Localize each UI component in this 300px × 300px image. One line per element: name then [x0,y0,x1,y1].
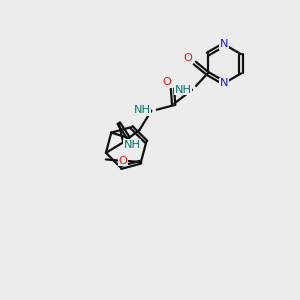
Text: O: O [119,156,128,166]
Text: N: N [220,40,229,50]
Text: NH: NH [124,140,141,149]
Text: O: O [184,53,193,63]
Text: NH: NH [174,85,191,95]
Text: NH: NH [134,105,151,115]
Text: O: O [162,77,171,87]
Text: N: N [220,78,229,88]
